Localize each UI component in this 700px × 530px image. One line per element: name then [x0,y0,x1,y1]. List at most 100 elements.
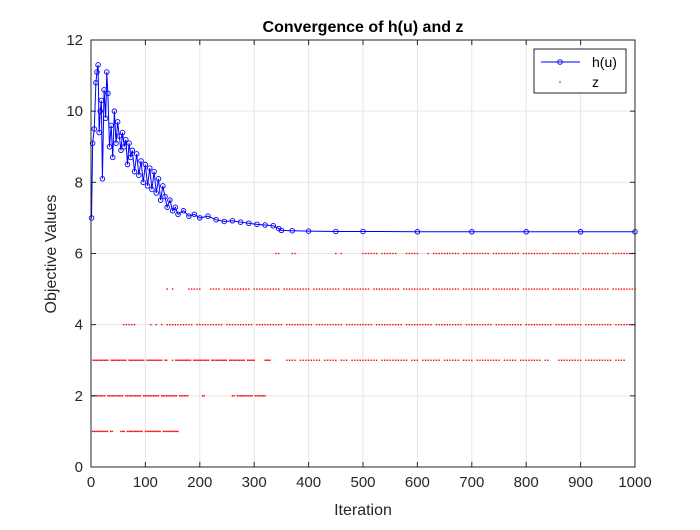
z-point [400,359,402,361]
z-point [141,430,143,433]
h-u-marker [131,168,138,175]
z-point [175,395,178,397]
z-point [384,323,386,326]
z-point [384,288,386,290]
z-point [118,359,120,361]
z-point [604,359,606,361]
z-point [206,359,208,361]
z-point [506,323,508,326]
z-point [422,288,424,290]
z-point [484,252,487,255]
h-u-marker [205,213,211,219]
z-point [154,430,156,433]
z-point [288,288,291,290]
z-point [541,252,544,255]
z-point [272,288,274,290]
z-point [134,359,137,361]
z-point [530,323,533,326]
z-point [528,323,530,326]
z-point [365,323,367,326]
z-point [498,288,500,290]
z-point [607,359,609,361]
z-point [238,359,241,361]
z-point [596,323,598,326]
z-point [430,359,432,361]
z-point [566,288,568,290]
z-point [141,359,143,361]
z-point [441,288,443,290]
z-point [264,323,266,326]
z-point [133,430,135,433]
z-point [511,359,514,361]
h-u-marker [101,87,107,93]
legend-marker-z [559,81,561,83]
z-point [433,359,435,361]
z-point [246,395,248,397]
z-point [147,430,150,433]
z-point [577,288,579,290]
z-point [267,288,269,290]
z-point [226,288,228,290]
z-point [139,430,142,433]
z-point [156,359,158,361]
z-point [332,359,334,361]
z-point [133,323,136,326]
z-point [310,359,313,361]
z-point [449,252,451,255]
z-point [530,252,533,255]
z-point [233,395,235,397]
z-point [196,323,198,326]
z-point [101,430,104,433]
z-point [427,252,429,255]
z-point [386,359,389,361]
z-point [239,395,242,397]
z-point [215,323,217,326]
z-point [242,323,245,326]
z-point [569,359,571,361]
z-point [152,359,155,361]
z-point [220,359,223,361]
legend-box [533,48,627,94]
z-point [552,252,555,255]
z-point [370,359,372,361]
y-tick-label: 6 [75,246,83,263]
z-point [454,288,457,290]
z-point [530,288,533,290]
z-point [571,288,574,290]
z-point [558,252,560,255]
z-point [547,288,549,290]
z-point [174,395,176,397]
h-u-marker [102,115,109,122]
z-point [443,323,446,326]
z-point [544,323,546,326]
z-point [177,323,179,326]
z-point [302,359,304,361]
z-point [365,252,367,255]
z-point [528,252,530,255]
y-tick-label: 12 [66,32,83,49]
z-point [555,288,557,290]
z-point [97,395,99,397]
z-point [541,323,544,326]
z-point [340,323,342,326]
z-point [533,323,536,326]
z-point [243,359,246,361]
z-point [446,323,449,326]
z-point [574,359,576,361]
z-point [547,359,549,361]
z-point [389,252,391,255]
z-point [590,288,593,290]
z-point [183,395,186,397]
z-point [121,359,124,361]
z-point [102,359,104,361]
z-point [495,323,497,326]
series-z [90,252,636,433]
z-point [169,430,171,433]
z-point [598,323,601,326]
z-point [242,288,245,290]
z-point [335,288,337,290]
z-point [266,359,268,361]
z-point [253,288,255,290]
z-point [408,252,410,255]
z-point [198,359,200,361]
